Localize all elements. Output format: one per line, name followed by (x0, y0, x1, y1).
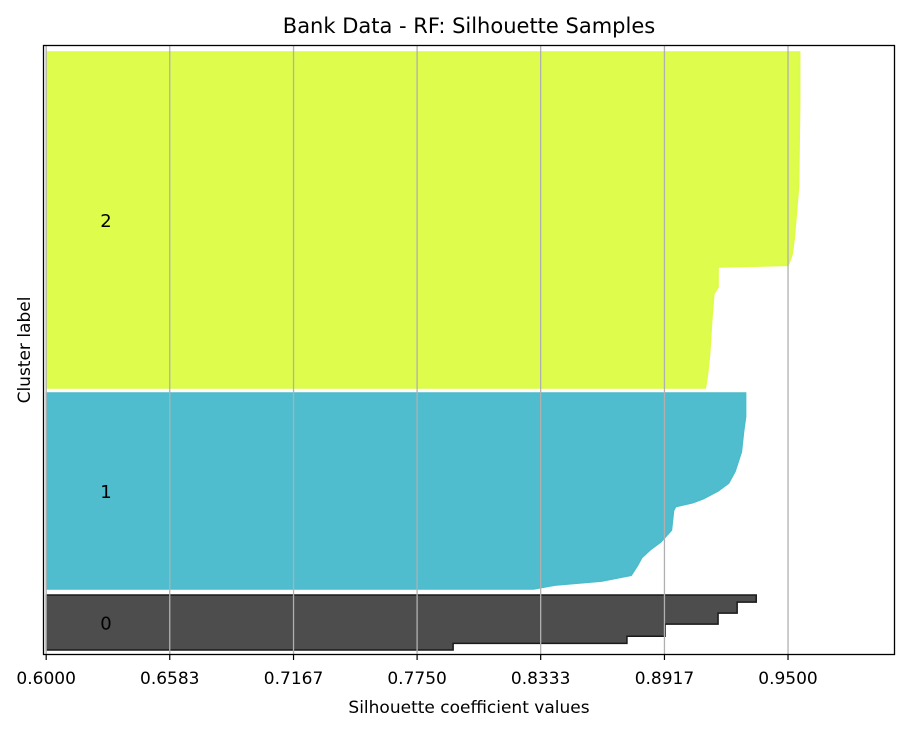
x-axis-ticks: 0.6000 0.6583 0.7167 0.7750 0.8333 0.8917 0.95… (16, 654, 818, 689)
x-tick-label: 0.8917 (635, 669, 694, 689)
cluster-labels: 0 1 2 (100, 211, 111, 635)
x-tick-label: 0.8333 (511, 669, 570, 689)
chart-title: Bank Data - RF: Silhouette Samples (283, 14, 655, 38)
grid-lines (45, 45, 789, 654)
x-tick-label: 0.9500 (758, 669, 817, 689)
cluster-label-1: 1 (100, 482, 111, 503)
x-tick-label: 0.7167 (264, 669, 323, 689)
cluster-bands (45, 51, 801, 651)
cluster-band-1 (45, 392, 747, 590)
cluster-label-2: 2 (100, 211, 111, 232)
plot-frame (42, 44, 896, 656)
x-tick-label: 0.7750 (387, 669, 446, 689)
cluster-band-0 (45, 594, 757, 651)
y-axis-label: Cluster label (15, 297, 35, 404)
cluster-label-0: 0 (100, 614, 111, 635)
x-tick-label: 0.6583 (140, 669, 199, 689)
x-axis-label: Silhouette coefficient values (348, 698, 589, 718)
x-tick-label: 0.6000 (16, 669, 75, 689)
cluster-band-2 (45, 51, 801, 389)
